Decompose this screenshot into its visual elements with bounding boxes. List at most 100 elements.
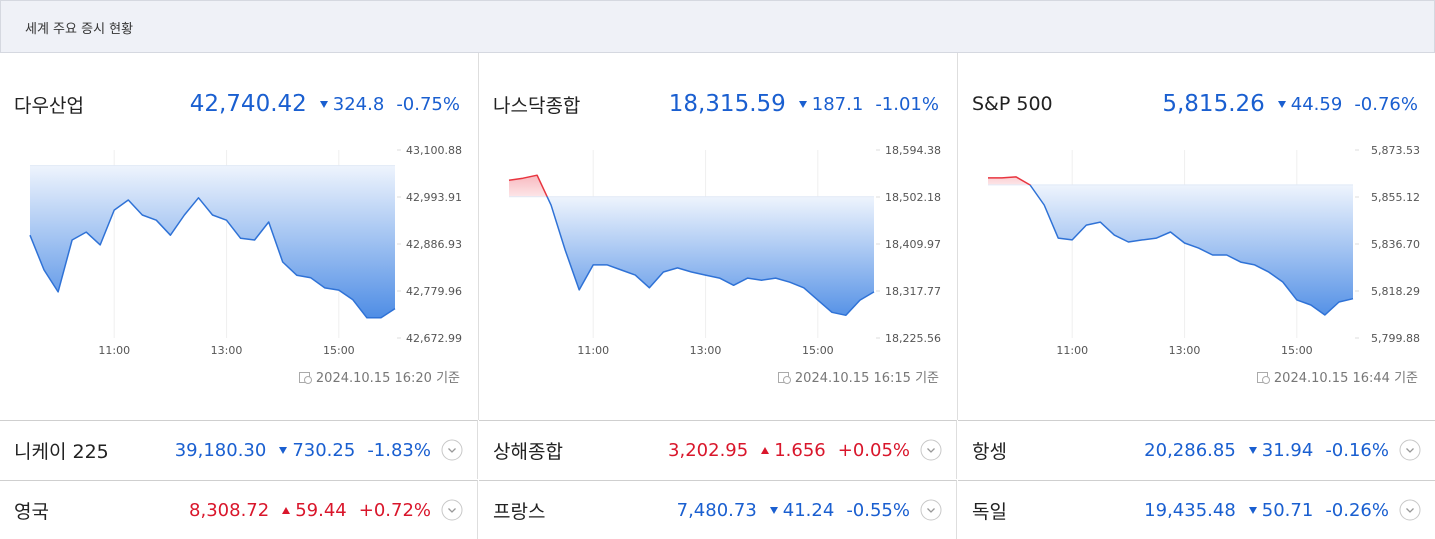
expand-button[interactable] xyxy=(441,439,463,461)
y-tick-label: 5,836.70 xyxy=(1371,238,1420,251)
change: 59.44 xyxy=(281,500,347,521)
percent: -0.55% xyxy=(846,499,910,521)
panel-head: 나스닥종합 18,315.59 187.1 -1.01% xyxy=(493,87,939,121)
clock xyxy=(1261,375,1270,384)
index-name: S&P 500 xyxy=(972,93,1053,115)
price: 5,815.26 xyxy=(1162,91,1265,117)
y-tick-label: 18,409.97 xyxy=(885,238,941,251)
expand-button[interactable] xyxy=(1399,439,1421,461)
index-row: 상해종합 3,202.95 1.656 +0.05% xyxy=(479,420,957,479)
price: 42,740.42 xyxy=(189,91,307,117)
change: 1.656 xyxy=(760,440,826,461)
y-tick-label: 18,225.56 xyxy=(885,332,941,345)
timestamp-text: 2024.10.15 16:44 기준 xyxy=(1273,371,1418,386)
triangle xyxy=(1248,506,1257,514)
expand-button[interactable] xyxy=(920,499,942,521)
y-tick-label: 42,672.99 xyxy=(406,332,462,345)
clock xyxy=(303,375,312,384)
direction-icon xyxy=(761,446,770,454)
change: 31.94 xyxy=(1248,440,1313,461)
panel-head: 다우산업 42,740.42 324.8 -0.75% xyxy=(14,87,460,121)
change-value: 59.44 xyxy=(295,499,347,521)
direction-icon xyxy=(1248,446,1257,454)
quote: 5,815.26 44.59 -0.76% xyxy=(1162,91,1418,117)
area xyxy=(30,165,395,318)
price: 20,286.85 xyxy=(1144,439,1236,461)
area xyxy=(988,176,1353,315)
area xyxy=(509,175,874,316)
price: 39,180.30 xyxy=(174,439,267,461)
x-tick-label: 13:00 xyxy=(211,344,243,357)
chevron xyxy=(1406,448,1414,453)
button-circle xyxy=(920,499,942,521)
direction-icon xyxy=(1248,506,1257,514)
quote: 19,435.48 50.71 -0.26% xyxy=(1144,499,1421,521)
index-panel: S&P 500 5,815.26 44.59 -0.76% 11:00 13:00 15:0… xyxy=(958,53,1435,420)
percent: -1.83% xyxy=(367,439,431,461)
index-panel: 다우산업 42,740.42 324.8 -0.75% 11:00 13:00 15:00 4… xyxy=(0,53,479,420)
price: 19,435.48 xyxy=(1144,499,1236,521)
price-line xyxy=(29,197,396,319)
change-value: 324.8 xyxy=(332,93,385,115)
chevron xyxy=(927,448,935,453)
percent: -1.01% xyxy=(875,93,939,115)
price: 7,480.73 xyxy=(676,499,757,521)
y-tick-label: 42,886.93 xyxy=(406,238,462,251)
index-row: 니케이 225 39,180.30 730.25 -1.83% xyxy=(0,420,478,479)
change: 730.25 xyxy=(278,440,355,461)
x-tick-label: 11:00 xyxy=(577,344,609,357)
price: 8,308.72 xyxy=(189,499,270,521)
change-value: 187.1 xyxy=(811,93,864,115)
y-tick-label: 5,799.88 xyxy=(1371,332,1420,345)
price: 3,202.95 xyxy=(668,439,749,461)
x-tick-label: 11:00 xyxy=(1056,344,1088,357)
calendar-icon xyxy=(298,371,312,384)
y-tick-label: 18,594.38 xyxy=(885,144,941,157)
header: 세계 주요 증시 현황 xyxy=(0,0,1435,53)
expand-button[interactable] xyxy=(1399,499,1421,521)
triangle xyxy=(769,506,778,514)
quote: 8,308.72 59.44 +0.72% xyxy=(189,499,463,521)
direction-icon xyxy=(1277,100,1286,108)
triangle xyxy=(1277,100,1286,108)
chart: 11:00 13:00 15:00 5,873.53 5,855.12 5,836.70 5… xyxy=(988,144,1420,357)
x-tick-label: 13:00 xyxy=(690,344,722,357)
quote: 20,286.85 31.94 -0.16% xyxy=(1144,439,1421,461)
y-tick-label: 43,100.88 xyxy=(406,144,462,157)
index-row: 프랑스 7,480.73 41.24 -0.55% xyxy=(479,480,957,539)
direction-icon xyxy=(282,506,291,514)
index-name: 니케이 225 xyxy=(14,440,109,463)
timestamp: 2024.10.15 16:15 기준 xyxy=(777,367,939,386)
quote: 39,180.30 730.25 -1.83% xyxy=(175,439,463,461)
quote: 42,740.42 324.8 -0.75% xyxy=(190,91,460,117)
percent: +0.72% xyxy=(358,499,431,521)
y-tick-label: 5,818.29 xyxy=(1371,285,1420,298)
triangle xyxy=(761,446,770,454)
index-row: 독일 19,435.48 50.71 -0.26% xyxy=(958,480,1435,539)
y-tick-label: 5,855.12 xyxy=(1371,191,1420,204)
quote: 7,480.73 41.24 -0.55% xyxy=(677,499,942,521)
button-circle xyxy=(1399,499,1421,521)
direction-icon xyxy=(769,506,778,514)
timestamp-text: 2024.10.15 16:20 기준 xyxy=(315,371,460,386)
change: 187.1 xyxy=(798,93,864,115)
chart: 11:00 13:00 15:00 43,100.88 42,993.91 42,886.… xyxy=(29,144,462,357)
y-tick-label: 18,317.77 xyxy=(885,285,941,298)
index-row: 항셍 20,286.85 31.94 -0.16% xyxy=(958,420,1435,479)
triangle xyxy=(798,100,807,108)
chevron xyxy=(448,508,456,513)
direction-icon xyxy=(319,100,328,108)
index-name: 영국 xyxy=(14,500,49,523)
header-title: 세계 주요 증시 현황 xyxy=(25,22,134,37)
y-tick-label: 42,993.91 xyxy=(406,191,462,204)
change-value: 50.71 xyxy=(1261,499,1314,521)
change: 44.59 xyxy=(1277,94,1342,115)
expand-button[interactable] xyxy=(920,439,942,461)
index-row: 영국 8,308.72 59.44 +0.72% xyxy=(0,480,478,539)
expand-button[interactable] xyxy=(441,499,463,521)
index-name: 독일 xyxy=(972,500,1007,523)
direction-icon xyxy=(798,100,807,108)
quote: 18,315.59 187.1 -1.01% xyxy=(669,91,939,117)
timestamp: 2024.10.15 16:44 기준 xyxy=(1256,367,1418,386)
